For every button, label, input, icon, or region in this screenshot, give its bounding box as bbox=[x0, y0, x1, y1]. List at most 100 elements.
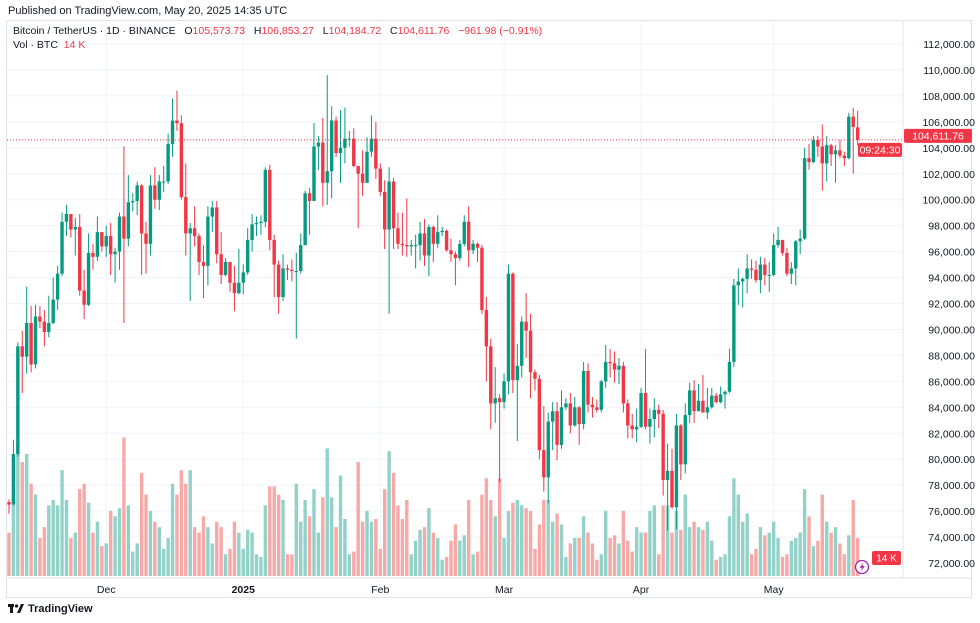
candle-body[interactable] bbox=[369, 138, 374, 152]
candle-body[interactable] bbox=[502, 381, 506, 403]
candle-body[interactable] bbox=[263, 169, 268, 222]
candle-body[interactable] bbox=[595, 407, 599, 410]
candle-body[interactable] bbox=[515, 365, 519, 381]
candle-body[interactable] bbox=[718, 394, 723, 403]
candle-body[interactable] bbox=[153, 185, 157, 200]
candle-body[interactable] bbox=[422, 233, 427, 256]
candle-body[interactable] bbox=[20, 346, 24, 357]
candle-body[interactable] bbox=[219, 254, 223, 275]
candle-body[interactable] bbox=[206, 216, 210, 266]
candle-body[interactable] bbox=[665, 470, 670, 480]
candle-body[interactable] bbox=[537, 378, 542, 451]
candle-body[interactable] bbox=[135, 185, 139, 201]
candle-body[interactable] bbox=[745, 268, 749, 279]
candle-body[interactable] bbox=[378, 168, 382, 192]
candle-body[interactable] bbox=[303, 193, 307, 246]
candle-body[interactable] bbox=[798, 238, 802, 242]
candle-body[interactable] bbox=[334, 120, 338, 153]
candle-body[interactable] bbox=[47, 322, 51, 333]
candle-body[interactable] bbox=[245, 239, 250, 273]
candle-body[interactable] bbox=[586, 370, 590, 405]
candle-body[interactable] bbox=[104, 236, 108, 247]
candle-body[interactable] bbox=[780, 239, 785, 253]
candle-body[interactable] bbox=[590, 404, 595, 408]
candle-body[interactable] bbox=[215, 207, 219, 255]
candle-body[interactable] bbox=[466, 221, 471, 251]
candle-body[interactable] bbox=[60, 221, 64, 274]
candle-body[interactable] bbox=[162, 181, 166, 183]
candle-body[interactable] bbox=[705, 407, 710, 413]
candle-body[interactable] bbox=[546, 421, 550, 478]
candle-body[interactable] bbox=[794, 241, 798, 269]
candle-body[interactable] bbox=[285, 268, 290, 270]
candle-body[interactable] bbox=[197, 236, 201, 262]
candle-body[interactable] bbox=[714, 395, 718, 403]
candle-body[interactable] bbox=[108, 236, 113, 255]
candle-body[interactable] bbox=[789, 268, 794, 274]
candle-body[interactable] bbox=[741, 278, 745, 282]
candle-body[interactable] bbox=[842, 155, 847, 159]
candle-body[interactable] bbox=[33, 316, 38, 365]
candle-body[interactable] bbox=[670, 470, 674, 508]
candle-body[interactable] bbox=[701, 400, 705, 413]
candle-body[interactable] bbox=[117, 216, 122, 252]
candle-body[interactable] bbox=[38, 316, 42, 322]
candle-body[interactable] bbox=[139, 185, 144, 234]
candle-body[interactable] bbox=[679, 425, 683, 465]
candle-body[interactable] bbox=[727, 361, 732, 392]
candle-body[interactable] bbox=[294, 271, 298, 273]
candle-body[interactable] bbox=[520, 321, 524, 366]
candle-body[interactable] bbox=[51, 299, 55, 323]
candle-body[interactable] bbox=[825, 145, 829, 164]
candle-body[interactable] bbox=[458, 243, 462, 259]
candle-body[interactable] bbox=[648, 418, 652, 427]
candle-body[interactable] bbox=[387, 181, 391, 230]
candle-body[interactable] bbox=[559, 407, 564, 445]
candle-body[interactable] bbox=[661, 413, 665, 480]
candle-body[interactable] bbox=[184, 197, 188, 234]
candle-body[interactable] bbox=[396, 228, 400, 244]
candle-body[interactable] bbox=[73, 226, 77, 230]
candle-body[interactable] bbox=[95, 232, 100, 257]
candle-body[interactable] bbox=[272, 239, 276, 265]
candle-body[interactable] bbox=[763, 264, 767, 275]
candle-body[interactable] bbox=[833, 150, 838, 155]
candle-body[interactable] bbox=[427, 226, 431, 256]
candle-body[interactable] bbox=[657, 409, 661, 414]
candle-body[interactable] bbox=[405, 245, 409, 247]
candle-body[interactable] bbox=[11, 454, 16, 505]
candle-body[interactable] bbox=[767, 274, 771, 276]
candle-body[interactable] bbox=[276, 264, 281, 298]
candle-body[interactable] bbox=[802, 158, 807, 239]
candle-body[interactable] bbox=[55, 273, 60, 300]
candle-body[interactable] bbox=[347, 138, 352, 140]
candle-body[interactable] bbox=[829, 145, 833, 155]
candle-body[interactable] bbox=[604, 361, 608, 382]
candle-body[interactable] bbox=[564, 403, 568, 408]
candle-body[interactable] bbox=[175, 120, 179, 124]
candle-body[interactable] bbox=[732, 285, 736, 362]
candle-body[interactable] bbox=[811, 140, 816, 163]
candle-body[interactable] bbox=[652, 409, 657, 419]
candle-body[interactable] bbox=[851, 116, 855, 128]
candle-body[interactable] bbox=[148, 185, 153, 244]
candle-body[interactable] bbox=[254, 223, 259, 225]
candle-body[interactable] bbox=[785, 252, 789, 274]
candle-body[interactable] bbox=[69, 213, 73, 230]
candle-body[interactable] bbox=[232, 282, 237, 294]
candle-body[interactable] bbox=[329, 120, 334, 172]
candle-body[interactable] bbox=[166, 143, 170, 182]
candle-body[interactable] bbox=[749, 268, 754, 270]
candle-body[interactable] bbox=[550, 411, 555, 422]
candle-body[interactable] bbox=[555, 411, 559, 445]
candle-body[interactable] bbox=[144, 233, 148, 244]
candle-body[interactable] bbox=[453, 254, 458, 259]
candle-body[interactable] bbox=[639, 393, 643, 427]
candle-body[interactable] bbox=[568, 403, 573, 426]
candle-body[interactable] bbox=[497, 398, 502, 403]
candle-body[interactable] bbox=[374, 138, 378, 169]
candle-body[interactable] bbox=[409, 245, 413, 247]
candle-body[interactable] bbox=[634, 426, 639, 430]
candle-body[interactable] bbox=[299, 245, 303, 272]
